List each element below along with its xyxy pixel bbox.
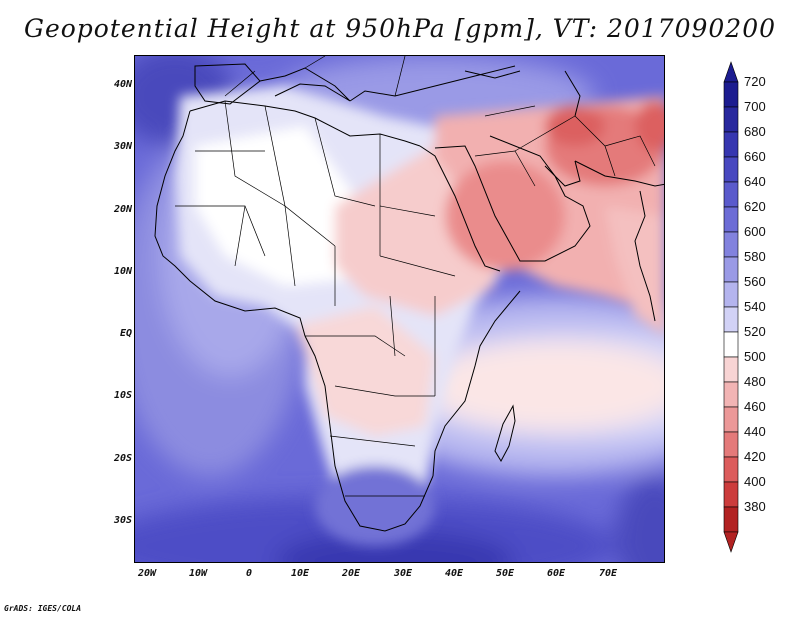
colorbar-legend: [723, 61, 739, 553]
lon-tick-label: 20W: [137, 568, 157, 579]
colorbar-level-label: 720: [744, 74, 766, 89]
colorbar-swatch: [723, 381, 739, 408]
lat-tick-label: 30N: [113, 141, 132, 152]
lat-tick-label: 10S: [113, 390, 132, 401]
lat-tick-label: 40N: [113, 79, 132, 90]
colorbar-swatch: [723, 231, 739, 258]
colorbar-swatch: [723, 406, 739, 433]
lon-tick-label: 40E: [444, 568, 464, 579]
lon-tick-label: 20E: [341, 568, 361, 579]
lat-tick-label: 10N: [113, 266, 132, 277]
colorbar-swatch: [723, 281, 739, 308]
lon-tick-label: 30E: [393, 568, 413, 579]
map-title: Geopotential Height at 950hPa [gpm], VT:…: [23, 14, 777, 43]
lon-tick-label: 50E: [495, 568, 515, 579]
colorbar-swatch: [723, 331, 739, 358]
lat-tick-label: 20S: [113, 453, 132, 464]
colorbar-level-label: 600: [744, 224, 766, 239]
colorbar-level-label: 440: [744, 424, 766, 439]
colorbar-level-label: 420: [744, 449, 766, 464]
colorbar-swatch: [723, 431, 739, 458]
lon-tick-label: 60E: [546, 568, 566, 579]
colorbar-level-label: 540: [744, 299, 766, 314]
colorbar-swatch: [723, 506, 739, 533]
colorbar-swatch: [723, 81, 739, 108]
map-panel: [134, 55, 665, 563]
colorbar-level-label: 700: [744, 99, 766, 114]
colorbar-level-label: 580: [744, 249, 766, 264]
colorbar-level-label: 560: [744, 274, 766, 289]
colorbar-swatch: [723, 356, 739, 383]
colorbar-bottom-arrow: [723, 531, 739, 553]
colorbar-level-label: 620: [744, 199, 766, 214]
lat-tick-label: 20N: [113, 204, 132, 215]
colorbar-level-label: 680: [744, 124, 766, 139]
colorbar-swatch: [723, 256, 739, 283]
colorbar-swatch: [723, 481, 739, 508]
lat-tick-label: EQ: [119, 328, 132, 339]
lon-tick-label: 70E: [598, 568, 618, 579]
land-height-field: [175, 86, 664, 546]
colorbar-swatch: [723, 131, 739, 158]
country-borders: [175, 56, 656, 497]
colorbar-swatch: [723, 156, 739, 183]
coastlines: [154, 63, 664, 532]
colorbar-swatch: [723, 306, 739, 333]
lat-tick-label: 30S: [113, 515, 132, 526]
colorbar-level-label: 380: [744, 499, 766, 514]
colorbar-swatch: [723, 181, 739, 208]
colorbar-level-label: 520: [744, 324, 766, 339]
height-field-map: [135, 56, 664, 562]
colorbar-swatch: [723, 106, 739, 133]
lon-tick-label: 10W: [188, 568, 208, 579]
colorbar-level-label: 400: [744, 474, 766, 489]
colorbar-swatch: [723, 456, 739, 483]
lon-tick-label: 0: [245, 568, 253, 579]
colorbar-level-label: 460: [744, 399, 766, 414]
colorbar-top-arrow: [723, 61, 739, 83]
grads-credit: GrADS: IGES/COLA: [4, 604, 82, 613]
colorbar-level-label: 480: [744, 374, 766, 389]
colorbar-swatch: [723, 206, 739, 233]
lon-tick-label: 10E: [290, 568, 310, 579]
colorbar-level-label: 500: [744, 349, 766, 364]
colorbar-level-label: 660: [744, 149, 766, 164]
colorbar-level-label: 640: [744, 174, 766, 189]
